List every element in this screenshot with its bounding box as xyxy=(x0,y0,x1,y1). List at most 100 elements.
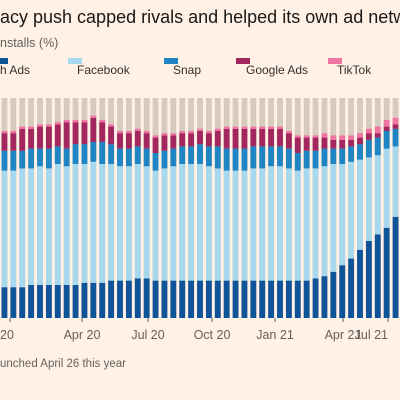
bar-segment-facebook xyxy=(348,161,355,259)
bar-segment-snap xyxy=(232,148,239,171)
bar-segment-apple-ads xyxy=(125,280,132,318)
bar-segment-google-ads xyxy=(63,122,70,149)
bar-segment-tiktok xyxy=(170,133,177,136)
legend-label-snap: Snap xyxy=(173,63,202,77)
bar-segment-tiktok xyxy=(232,126,239,129)
bar-segment-apple-ads xyxy=(54,285,61,318)
bar-segment-google-ads xyxy=(45,126,52,149)
bar-segment-snap xyxy=(374,137,381,156)
bar-segment-facebook xyxy=(1,170,8,288)
bar-segment-facebook xyxy=(99,164,106,283)
bar-segment-tiktok xyxy=(54,122,61,125)
bar-segment-google-ads xyxy=(268,128,275,147)
bar-segment-google-ads xyxy=(232,128,239,149)
legend-swatch-tiktok xyxy=(328,58,342,64)
bar-segment-snap xyxy=(28,148,35,169)
bar-segment-tiktok xyxy=(312,135,319,138)
bar-segment-snap xyxy=(108,144,115,164)
bar-segment-apple-ads xyxy=(10,287,17,318)
bar-segment-snap xyxy=(10,150,17,171)
bar-segment-tiktok xyxy=(392,117,399,125)
bar-segment-snap xyxy=(312,150,319,169)
bar-segment-apple-ads xyxy=(37,285,43,318)
bar-segment-snap xyxy=(285,148,292,169)
bar-segment-facebook xyxy=(134,164,141,279)
bar-segment-facebook xyxy=(383,148,390,228)
legend-label-google-ads: Google Ads xyxy=(246,63,309,77)
bar-segment-snap xyxy=(37,148,43,167)
bar-segment-snap xyxy=(152,153,159,171)
bar-segment-apple-ads xyxy=(277,280,283,318)
bar-segment-apple-ads xyxy=(19,287,26,318)
bar-segment-google-ads xyxy=(28,128,35,149)
bar-segment-apple-ads xyxy=(197,280,203,318)
x-tick-label: Jul 20 xyxy=(131,328,164,342)
bar-segment-apple-ads xyxy=(134,278,141,318)
bar-segment-tiktok xyxy=(188,131,195,134)
bar-segment-google-ads xyxy=(90,117,97,142)
bar-segment-google-ads xyxy=(241,128,248,149)
bar-segment-apple-ads xyxy=(72,285,79,318)
chart-title: acy push capped rivals and helped its ow… xyxy=(0,7,400,27)
bar-segment-apple-ads xyxy=(152,280,159,318)
bar-segment-tiktok xyxy=(28,126,35,129)
bar-segment-google-ads xyxy=(330,139,337,149)
bar-segment-google-ads xyxy=(125,133,132,149)
bar-segment-facebook xyxy=(37,166,43,285)
bar-segment-apple-ads xyxy=(312,278,319,318)
x-tick-label: Jul 21 xyxy=(355,328,388,342)
bar-segment-google-ads xyxy=(81,122,88,145)
x-tick-label: Apr 21 xyxy=(325,328,362,342)
bar-segment-facebook xyxy=(81,164,88,283)
bar-segment-apple-ads xyxy=(268,280,275,318)
bar-segment-tiktok xyxy=(197,128,203,131)
x-tick-label: Oct 20 xyxy=(194,328,231,342)
bar-segment-google-ads xyxy=(357,137,363,145)
bar-segment-google-ads xyxy=(1,133,8,151)
bar-segment-tiktok xyxy=(330,135,337,140)
bar-segment-apple-ads xyxy=(339,265,346,318)
bar-segment-snap xyxy=(63,148,70,167)
bar-segment-apple-ads xyxy=(188,280,195,318)
bar-segment-facebook xyxy=(392,146,399,217)
bar-segment-snap xyxy=(179,146,186,164)
legend-swatch-apple-ads xyxy=(0,58,8,64)
bar-segment-google-ads xyxy=(365,133,372,140)
legend-swatch-google-ads xyxy=(236,58,250,64)
bar-segment-tiktok xyxy=(294,135,301,138)
bar-segment-facebook xyxy=(179,164,186,281)
bar-segment-facebook xyxy=(188,164,195,281)
bar-segment-facebook xyxy=(19,168,26,288)
bar-segment-apple-ads xyxy=(294,280,301,318)
bar-segment-apple-ads xyxy=(365,241,372,318)
bar-segment-apple-ads xyxy=(99,282,106,318)
bar-segment-tiktok xyxy=(303,135,310,138)
bar-segment-apple-ads xyxy=(179,280,186,318)
bar-segment-google-ads xyxy=(312,137,319,151)
bar-segment-tiktok xyxy=(321,133,328,138)
bar-segment-google-ads xyxy=(250,128,257,147)
bar-segment-apple-ads xyxy=(223,280,230,318)
bar-segment-tiktok xyxy=(205,131,212,134)
bar-segment-facebook xyxy=(63,166,70,285)
bar-segment-tiktok xyxy=(241,126,248,129)
bar-segment-google-ads xyxy=(214,131,221,147)
bar-segment-facebook xyxy=(170,166,177,281)
bar-segment-apple-ads xyxy=(374,234,381,318)
bar-segment-snap xyxy=(170,148,177,167)
x-tick-label: 20 xyxy=(0,328,14,342)
bar-segment-google-ads xyxy=(339,139,346,149)
bar-segment-apple-ads xyxy=(143,278,150,318)
bar-segment-tiktok xyxy=(365,128,372,134)
legend-label-facebook: Facebook xyxy=(77,63,130,77)
bar-segment-apple-ads xyxy=(161,280,168,318)
bar-segment-facebook xyxy=(259,168,266,281)
legend-swatch-facebook xyxy=(68,58,82,64)
bar-segment-facebook xyxy=(374,155,381,235)
bar-segment-google-ads xyxy=(348,139,355,147)
bar-segment-google-ads xyxy=(72,122,79,145)
bar-segment-google-ads xyxy=(259,128,266,147)
bar-segment-facebook xyxy=(277,166,283,281)
bar-segment-apple-ads xyxy=(205,280,212,318)
